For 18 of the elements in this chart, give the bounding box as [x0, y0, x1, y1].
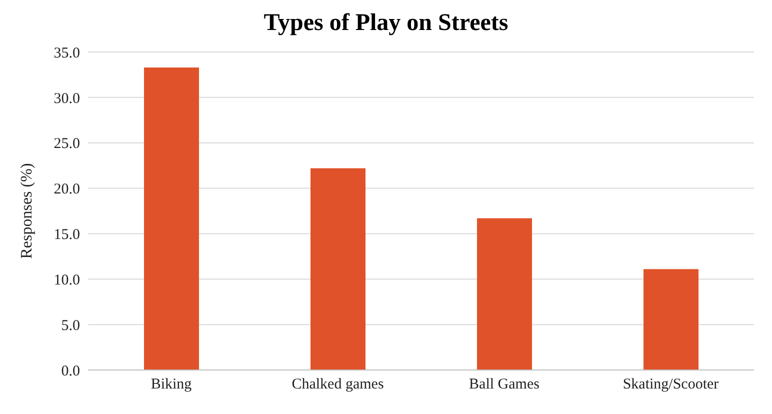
x-tick-label: Skating/Scooter	[622, 376, 719, 393]
y-tick-label: 0.0	[61, 363, 80, 380]
y-tick-label: 25.0	[54, 136, 80, 152]
x-tick-label: Ball Games	[469, 376, 540, 393]
bar	[477, 218, 532, 370]
y-tick-label: 5.0	[61, 318, 80, 334]
x-tick-label: Chalked games	[292, 376, 384, 393]
bar	[144, 67, 199, 370]
y-axis-title: Responses (%)	[18, 163, 36, 259]
y-tick-label: 15.0	[54, 227, 80, 244]
y-tick-label: 20.0	[54, 182, 80, 198]
y-tick-label: 10.0	[54, 272, 80, 288]
bar	[310, 168, 366, 370]
y-tick-label: 35.0	[54, 45, 80, 62]
bar	[644, 269, 698, 370]
x-tick-label: Biking	[150, 376, 192, 393]
chart-title: Types of Play on Streets	[262, 9, 510, 38]
y-tick-label: 30.0	[54, 90, 80, 107]
